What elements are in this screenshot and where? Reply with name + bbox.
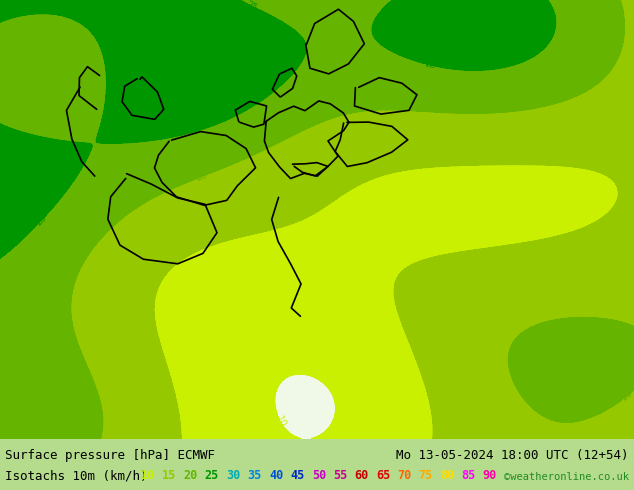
Text: Surface pressure [hPa] ECMWF: Surface pressure [hPa] ECMWF: [5, 449, 215, 462]
Text: 80: 80: [440, 469, 454, 482]
Text: 25: 25: [205, 469, 219, 482]
Text: 20: 20: [620, 389, 634, 403]
Text: Mo 13-05-2024 18:00 UTC (12+54): Mo 13-05-2024 18:00 UTC (12+54): [396, 449, 629, 462]
Text: 30: 30: [226, 469, 240, 482]
Text: Isotachs 10m (km/h): Isotachs 10m (km/h): [5, 469, 148, 482]
Text: 25: 25: [424, 59, 437, 71]
Text: 70: 70: [397, 469, 411, 482]
Text: ©weatheronline.co.uk: ©weatheronline.co.uk: [504, 472, 629, 482]
Text: 50: 50: [312, 469, 326, 482]
Text: 10: 10: [141, 469, 155, 482]
Text: 75: 75: [418, 469, 433, 482]
Text: 15: 15: [403, 335, 415, 349]
Text: 15: 15: [162, 469, 176, 482]
Text: 35: 35: [248, 469, 262, 482]
Text: 60: 60: [354, 469, 369, 482]
Text: 20: 20: [195, 170, 209, 183]
Text: 45: 45: [290, 469, 304, 482]
Text: 65: 65: [376, 469, 390, 482]
Text: 25: 25: [34, 213, 48, 227]
Text: 40: 40: [269, 469, 283, 482]
Text: 90: 90: [482, 469, 497, 482]
Text: 20: 20: [183, 469, 198, 482]
Text: 85: 85: [462, 469, 476, 482]
Text: 10: 10: [274, 415, 287, 429]
Text: 25: 25: [245, 0, 259, 13]
Text: 55: 55: [333, 469, 347, 482]
